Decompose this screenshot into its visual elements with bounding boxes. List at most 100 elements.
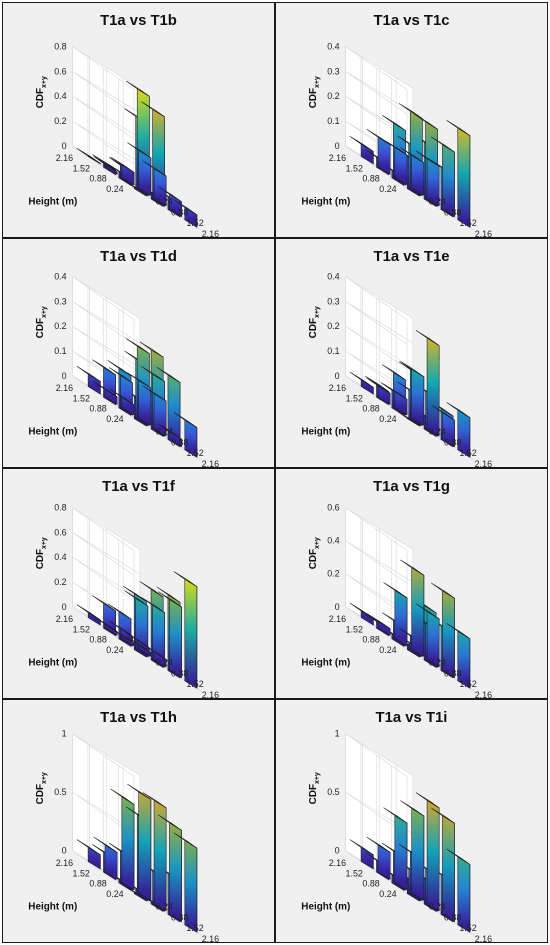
bar3d bbox=[446, 402, 471, 458]
height-tick-label: 0.24 bbox=[106, 645, 123, 655]
z-tick-label: 0.6 bbox=[54, 527, 66, 537]
z-axis-label: CDFx+y bbox=[35, 76, 48, 108]
bar3d bbox=[93, 381, 118, 405]
z-tick-label: 0.6 bbox=[54, 66, 66, 76]
height-tick-label: 2.16 bbox=[329, 614, 346, 624]
bar3d-chart: T1a vs T1e00.10.20.30.4CDFx+y2.161.520.8… bbox=[301, 249, 492, 467]
bar3d bbox=[431, 582, 455, 678]
bar3d bbox=[76, 839, 101, 870]
width-tick-label: 2.16 bbox=[475, 934, 492, 942]
z-tick-label: 0.1 bbox=[54, 346, 66, 356]
bar3d-chart: T1a vs T1g00.20.40.6CDFx+y2.161.520.880.… bbox=[301, 479, 492, 698]
z-tick-label: 0.2 bbox=[54, 116, 66, 126]
bar3d bbox=[383, 807, 408, 891]
width-tick-label: 0.24 bbox=[429, 197, 446, 207]
z-tick-label: 0.2 bbox=[327, 321, 339, 331]
bar3d bbox=[127, 372, 152, 426]
bar3d bbox=[142, 792, 167, 912]
height-tick-label: 0.88 bbox=[362, 879, 379, 889]
bar3d bbox=[349, 839, 374, 870]
bar3d bbox=[110, 627, 135, 647]
width-tick-label: 0.88 bbox=[444, 437, 461, 447]
width-tick-label: 1.52 bbox=[186, 679, 203, 689]
bar3d bbox=[400, 361, 425, 426]
chart-title: T1a vs T1c bbox=[374, 13, 450, 29]
bar3d-chart: T1a vs T1i00.51CDFx+y2.161.520.880.240.2… bbox=[301, 710, 492, 942]
bar3d bbox=[349, 371, 374, 395]
bar3d bbox=[110, 156, 135, 186]
height-axis-label: Height (m) bbox=[28, 196, 77, 207]
z-axis-label: CDFx+y bbox=[308, 76, 321, 108]
bar3d bbox=[76, 604, 101, 626]
height-tick-label: 1.52 bbox=[73, 393, 90, 403]
z-tick-label: 0.4 bbox=[327, 536, 339, 546]
width-tick-label: 0.88 bbox=[171, 437, 188, 447]
z-tick-label: 0.4 bbox=[327, 42, 339, 52]
bar3d bbox=[400, 800, 425, 901]
z-tick-label: 0.2 bbox=[54, 321, 66, 331]
z-tick-label: 0.2 bbox=[327, 569, 339, 579]
z-axis-label: CDFx+y bbox=[308, 772, 321, 804]
chart-title: T1a vs T1g bbox=[373, 479, 450, 495]
bar3d bbox=[93, 156, 118, 175]
bar3d bbox=[110, 389, 135, 416]
height-tick-label: 1.52 bbox=[73, 163, 90, 173]
chart-title: T1a vs T1d bbox=[100, 249, 177, 265]
bar3d bbox=[431, 136, 455, 217]
z-tick-label: 0.8 bbox=[54, 42, 66, 52]
height-tick-label: 0.88 bbox=[89, 404, 106, 414]
bar3d bbox=[158, 186, 182, 217]
bar3d bbox=[127, 142, 152, 196]
bar3d bbox=[142, 643, 167, 668]
z-gridline bbox=[345, 276, 414, 320]
z-tick-label: 0 bbox=[335, 846, 340, 856]
height-tick-label: 0.88 bbox=[89, 174, 106, 184]
z-tick-label: 0 bbox=[335, 602, 340, 612]
width-tick-label: 0.88 bbox=[171, 207, 188, 217]
chart-title: T1a vs T1e bbox=[374, 249, 450, 265]
z-tick-label: 0.4 bbox=[327, 272, 339, 282]
height-gridline bbox=[72, 46, 135, 189]
chart-title: T1a vs T1b bbox=[100, 13, 177, 29]
height-tick-label: 2.16 bbox=[56, 383, 73, 393]
height-tick-label: 2.16 bbox=[56, 614, 73, 624]
bar3d bbox=[158, 591, 182, 678]
bar3d bbox=[156, 366, 181, 448]
width-tick-label: 2.16 bbox=[475, 229, 492, 237]
chart-panel: T1a vs T1i 0 0.5 1 CDFx+y 2.16 1.52 0.88 0.24 0.2… bbox=[275, 699, 548, 943]
bar3d-chart: T1a vs T1b00.20.40.60.8CDFx+y2.161.520.8… bbox=[28, 13, 219, 237]
width-tick-label: 1.52 bbox=[186, 923, 203, 933]
height-tick-label: 2.16 bbox=[56, 153, 73, 163]
width-tick-label: 1.52 bbox=[186, 218, 203, 228]
z-gridline bbox=[72, 507, 141, 551]
width-tick-label: 0.24 bbox=[429, 427, 446, 437]
chart-title: T1a vs T1i bbox=[376, 710, 448, 726]
height-tick-label: 1.52 bbox=[73, 868, 90, 878]
height-tick-label: 0.88 bbox=[89, 635, 106, 645]
bar3d bbox=[127, 636, 152, 657]
height-tick-label: 2.16 bbox=[329, 383, 346, 393]
bar3d bbox=[366, 129, 391, 175]
height-tick-label: 0.88 bbox=[362, 404, 379, 414]
height-axis-label: Height (m) bbox=[301, 657, 350, 668]
z-gridline bbox=[72, 276, 141, 320]
chart-panel: T1a vs T1e 0 0.1 0.2 0.3 0.4 CDFx+y 2.16 1.52 0.8… bbox=[275, 238, 548, 468]
height-tick-label: 0.24 bbox=[106, 889, 123, 899]
height-tick-label: 0.24 bbox=[106, 414, 123, 424]
z-tick-label: 0 bbox=[62, 602, 67, 612]
z-axis-label: CDFx+y bbox=[35, 537, 48, 569]
bar3d bbox=[415, 792, 440, 912]
width-tick-label: 1.52 bbox=[459, 923, 476, 933]
bar3d-chart: T1a vs T1h00.51CDFx+y2.161.520.880.240.2… bbox=[28, 710, 219, 942]
height-tick-label: 1.52 bbox=[73, 624, 90, 634]
height-gridline bbox=[345, 46, 408, 189]
height-axis-label: Height (m) bbox=[301, 196, 350, 207]
height-tick-label: 2.16 bbox=[329, 153, 346, 163]
bar3d-chart: T1a vs T1f00.20.40.60.8CDFx+y2.161.520.8… bbox=[28, 479, 219, 698]
bar3d bbox=[76, 148, 101, 165]
z-tick-label: 0.8 bbox=[54, 503, 66, 513]
z-tick-label: 0.4 bbox=[54, 91, 66, 101]
bar3d bbox=[415, 150, 440, 207]
z-tick-label: 0.3 bbox=[327, 296, 339, 306]
chart-panel: T1a vs T1b 0 0.2 0.4 0.6 0.8 CDFx+y 2.16 1.52 0.8… bbox=[2, 2, 275, 238]
